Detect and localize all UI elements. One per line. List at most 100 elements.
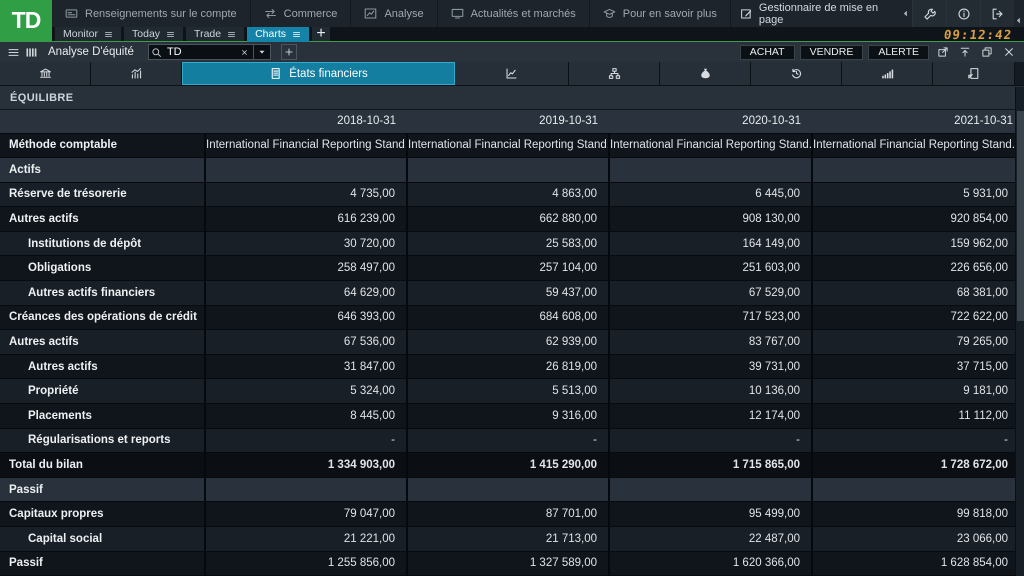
alert-button[interactable]: ALERTE [868,45,929,60]
row-label: Capitaux propres [0,502,205,527]
cell-value: 1 628 854,00 [812,551,1024,576]
layout-manager-button[interactable]: Gestionnaire de mise en page [731,0,899,27]
row-label: Méthode comptable [0,133,205,158]
transfer-icon [264,7,277,20]
collapse-left-icon[interactable] [899,0,912,27]
cell-value: 21 221,00 [205,527,407,552]
analysis-icon [364,7,377,20]
grip-icon[interactable] [25,46,38,59]
view-tab-price-chart[interactable] [91,62,182,85]
view-tab-etats-financiers[interactable]: États financiers [182,62,455,85]
cell-value: 26 819,00 [407,354,609,379]
line-chart-icon [505,67,518,80]
td-logo: TD [0,0,52,41]
cell-value: 722 622,00 [812,305,1024,330]
statements-icon [269,67,282,80]
vertical-scrollbar[interactable] [1015,87,1024,576]
menu-item-commerce[interactable]: Commerce [251,0,352,27]
cell-value: 4 863,00 [407,182,609,207]
clear-icon[interactable] [237,45,253,59]
pin-top-button[interactable] [956,46,973,58]
view-tab-signal-bars[interactable] [842,62,933,85]
cell-value: - [205,428,407,453]
hamburger-icon[interactable] [166,30,175,39]
menu-item-renseignements-sur-le-compte[interactable]: Renseignements sur le compte [52,0,251,27]
exit-button[interactable] [980,0,1014,27]
buy-button[interactable]: ACHAT [740,45,795,60]
sell-button[interactable]: VENDRE [800,45,864,60]
cell-value: 646 393,00 [205,305,407,330]
money-bag-icon [699,67,712,80]
table-row[interactable]: Autres actifs31 847,0026 819,0039 731,00… [0,354,1024,379]
row-label: Institutions de dépôt [0,231,205,256]
view-tab-org-chart[interactable] [569,62,660,85]
table-row[interactable]: Total du bilan1 334 903,001 415 290,001 … [0,453,1024,478]
cell-value: 1 415 290,00 [407,453,609,478]
layout-manager-label: Gestionnaire de mise en page [759,2,890,26]
row-label: Autres actifs financiers [0,281,205,306]
menu-item-actualites-et-marches[interactable]: Actualités et marchés [438,0,590,27]
symbol-search-input[interactable] [165,46,237,58]
table-row[interactable]: Autres actifs67 536,0062 939,0083 767,00… [0,330,1024,355]
close-button[interactable] [1000,46,1017,58]
table-row[interactable]: Autres actifs616 239,00662 880,00908 130… [0,207,1024,232]
table-row[interactable]: Actifs [0,158,1024,183]
cell-value: 79 047,00 [205,502,407,527]
cell-value: 62 939,00 [407,330,609,355]
add-symbol-button[interactable] [281,44,297,60]
caret-down-icon[interactable] [254,45,270,59]
pin-top-icon [959,46,971,58]
menu-item-pour-en-savoir-plus[interactable]: Pour en savoir plus [590,0,731,27]
workspace-tab-monitor[interactable]: Monitor [55,27,121,41]
panel-actions: ACHAT VENDRE ALERTE [740,45,1017,60]
scrollbar-thumb[interactable] [1017,111,1024,321]
table-row[interactable]: Régularisations et reports---- [0,428,1024,453]
report-icon [967,67,980,80]
table-row[interactable]: Propriété5 324,005 513,0010 136,009 181,… [0,379,1024,404]
cascade-button[interactable] [978,46,995,58]
table-row[interactable]: Capitaux propres79 047,0087 701,0095 499… [0,502,1024,527]
table-row[interactable]: Réserve de trésorerie4 735,004 863,006 4… [0,182,1024,207]
balance-section-label: ÉQUILIBRE [10,92,74,104]
popout-button[interactable] [934,46,951,58]
table-row[interactable]: Passif1 255 856,001 327 589,001 620 366,… [0,551,1024,576]
wrench-button[interactable] [912,0,946,27]
table-row[interactable]: Capital social21 221,0021 713,0022 487,0… [0,527,1024,552]
view-tab-money-bag[interactable] [660,62,751,85]
info-button[interactable] [946,0,980,27]
view-tab-line-chart[interactable] [455,62,569,85]
view-tab-history[interactable] [751,62,842,85]
cell-value: 1 715 865,00 [609,453,812,478]
cell-value: 616 239,00 [205,207,407,232]
cell-value: 251 603,00 [609,256,812,281]
balance-section-header: ÉQUILIBRE [0,86,1024,110]
collapse-right-icon[interactable] [1014,16,1023,25]
hamburger-icon[interactable] [7,46,20,59]
table-row[interactable]: Institutions de dépôt30 720,0025 583,001… [0,231,1024,256]
cell-value: 83 767,00 [609,330,812,355]
cell-value [609,477,812,502]
workspace-tab-bar: MonitorTodayTradeCharts+ [52,27,1024,41]
table-row[interactable]: Méthode comptableInternational Financial… [0,133,1024,158]
menu-item-analyse[interactable]: Analyse [351,0,437,27]
topbar-right: Gestionnaire de mise en page [731,0,1024,27]
table-row[interactable]: Créances des opérations de crédit646 393… [0,305,1024,330]
table-row[interactable]: Obligations258 497,00257 104,00251 603,0… [0,256,1024,281]
hamburger-icon[interactable] [227,30,236,39]
add-workspace-tab-button[interactable]: + [312,27,330,41]
workspace-tab-trade[interactable]: Trade [186,27,244,41]
popout-icon [937,46,949,58]
table-row[interactable]: Passif [0,477,1024,502]
hamburger-icon[interactable] [292,30,301,39]
workspace-tab-charts[interactable]: Charts [247,27,309,41]
hamburger-icon[interactable] [104,30,113,39]
cell-value: 23 066,00 [812,527,1024,552]
cell-value: 4 735,00 [205,182,407,207]
row-label: Créances des opérations de crédit [0,305,205,330]
workspace-tab-today[interactable]: Today [124,27,183,41]
cell-value: 37 715,00 [812,354,1024,379]
table-row[interactable]: Placements8 445,009 316,0012 174,0011 11… [0,404,1024,429]
view-tab-bank[interactable] [0,62,91,85]
table-row[interactable]: Autres actifs financiers64 629,0059 437,… [0,281,1024,306]
view-tab-report[interactable] [933,62,1015,85]
